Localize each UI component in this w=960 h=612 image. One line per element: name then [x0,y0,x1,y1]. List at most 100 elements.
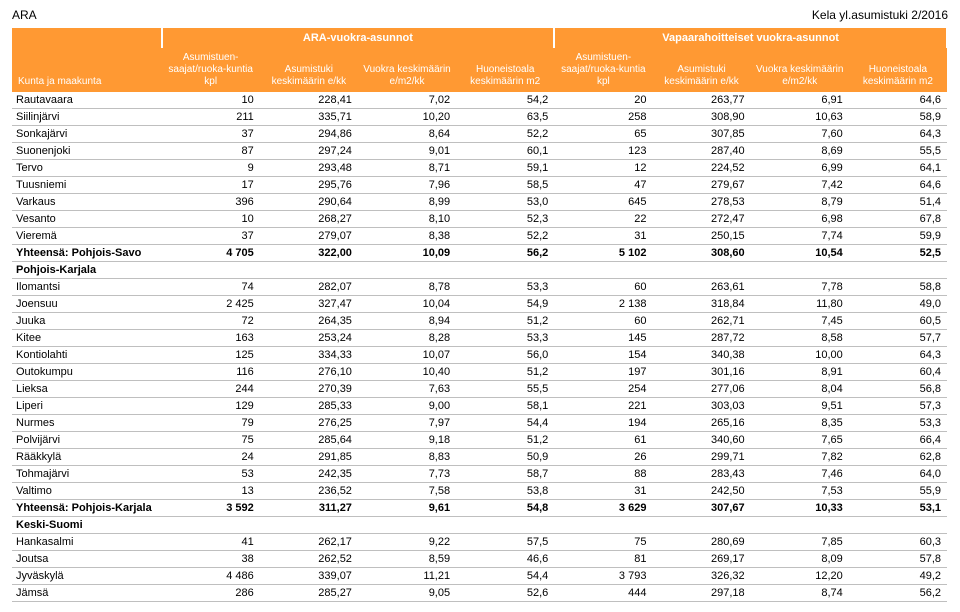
cell: 282,07 [260,279,358,296]
cell: 334,33 [260,347,358,364]
cell: 279,07 [260,228,358,245]
cell: 9,01 [358,143,456,160]
cell: 303,03 [652,398,750,415]
table-row: Tuusniemi17295,767,9658,547279,677,4264,… [12,177,947,194]
cell: 56,8 [849,381,947,398]
cell: 6,99 [751,160,849,177]
cell: 7,65 [751,432,849,449]
cell: 221 [554,398,652,415]
cell: 6,91 [751,92,849,109]
cell: 47 [554,177,652,194]
cell: 64,6 [849,177,947,194]
row-name: Keski-Suomi [12,517,162,534]
cell: 197 [554,364,652,381]
cell: 64,3 [849,126,947,143]
cell: 7,46 [751,466,849,483]
cell: 55,9 [849,483,947,500]
row-name: Ilomantsi [12,279,162,296]
cell: 51,2 [456,364,554,381]
cell: 55,5 [849,143,947,160]
table-row: Valtimo13236,527,5853,831242,507,5355,9 [12,483,947,500]
cell: 285,33 [260,398,358,415]
col-header-4: Huoneistoala keskimäärin m2 [456,48,554,92]
cell: 59,9 [849,228,947,245]
cell: 60,5 [849,313,947,330]
table-row: Hankasalmi41262,179,2257,575280,697,8560… [12,534,947,551]
cell: 57,5 [456,534,554,551]
cell: 7,63 [358,381,456,398]
cell: 26 [554,449,652,466]
row-name: Hankasalmi [12,534,162,551]
cell: 79 [162,415,260,432]
col-header-0: Kunta ja maakunta [12,48,162,92]
cell: 154 [554,347,652,364]
cell: 60,1 [456,143,554,160]
cell [456,262,554,279]
cell: 299,71 [652,449,750,466]
cell: 72 [162,313,260,330]
cell: 2 425 [162,296,260,313]
row-name: Rääkkylä [12,449,162,466]
table-row: Tervo9293,488,7159,112224,526,9964,1 [12,160,947,177]
cell: 8,64 [358,126,456,143]
cell [162,262,260,279]
cell: 125 [162,347,260,364]
cell: 31 [554,228,652,245]
cell [358,517,456,534]
cell [456,517,554,534]
cell: 12,20 [751,568,849,585]
cell: 340,38 [652,347,750,364]
cell: 56,0 [456,347,554,364]
cell: 297,18 [652,585,750,602]
table-row: Joensuu2 425327,4710,0454,92 138318,8411… [12,296,947,313]
cell: 129 [162,398,260,415]
cell [751,262,849,279]
cell: 52,5 [849,245,947,262]
data-table: ARA-vuokra-asunnot Vapaarahoitteiset vuo… [12,28,948,602]
cell: 7,42 [751,177,849,194]
row-name: Pohjois-Karjala [12,262,162,279]
table-row: Outokumpu116276,1010,4051,2197301,168,91… [12,364,947,381]
cell: 57,8 [849,551,947,568]
cell: 287,72 [652,330,750,347]
cell: 24 [162,449,260,466]
cell: 278,53 [652,194,750,211]
cell: 55,5 [456,381,554,398]
table-row: Rääkkylä24291,858,8350,926299,717,8262,8 [12,449,947,466]
cell: 311,27 [260,500,358,517]
cell: 7,74 [751,228,849,245]
cell: 163 [162,330,260,347]
group-header-2: Vapaarahoitteiset vuokra-asunnot [554,28,947,48]
cell: 265,16 [652,415,750,432]
cell: 11,21 [358,568,456,585]
cell: 54,2 [456,92,554,109]
cell: 295,76 [260,177,358,194]
cell: 10 [162,92,260,109]
cell: 307,67 [652,500,750,517]
cell: 250,15 [652,228,750,245]
table-row: Yhteensä: Pohjois-Savo4 705322,0010,0956… [12,245,947,262]
cell: 58,1 [456,398,554,415]
cell: 58,8 [849,279,947,296]
row-name: Joutsa [12,551,162,568]
cell: 8,99 [358,194,456,211]
cell: 7,02 [358,92,456,109]
cell: 268,27 [260,211,358,228]
cell: 38 [162,551,260,568]
cell: 297,24 [260,143,358,160]
table-row: Tohmajärvi53242,357,7358,788283,437,4664… [12,466,947,483]
cell: 228,41 [260,92,358,109]
cell: 53,8 [456,483,554,500]
cell: 11,80 [751,296,849,313]
cell: 81 [554,551,652,568]
cell: 10,63 [751,109,849,126]
cell: 63,5 [456,109,554,126]
cell: 308,90 [652,109,750,126]
cell: 8,83 [358,449,456,466]
cell: 145 [554,330,652,347]
cell: 307,85 [652,126,750,143]
cell: 264,35 [260,313,358,330]
row-name: Kitee [12,330,162,347]
cell [358,262,456,279]
cell: 7,73 [358,466,456,483]
